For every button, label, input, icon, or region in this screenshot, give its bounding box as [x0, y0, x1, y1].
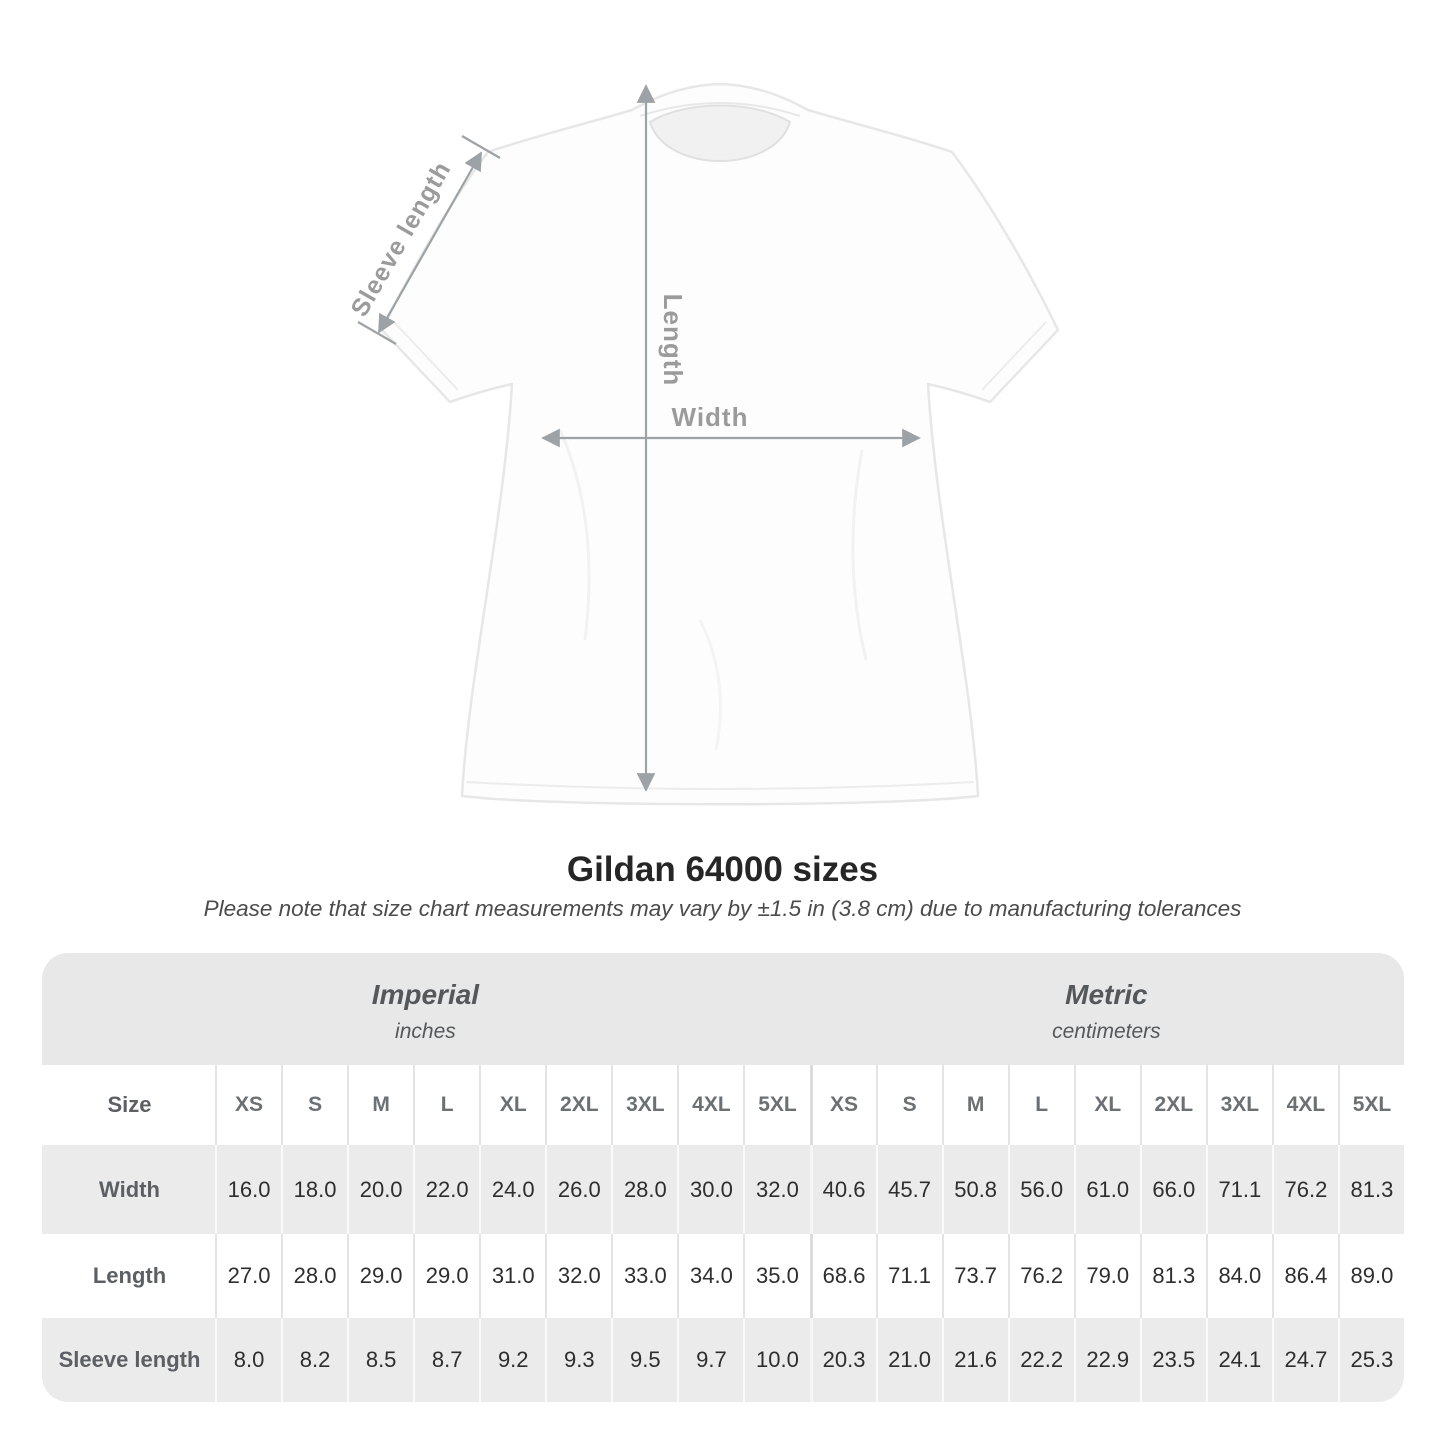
table-cell: 71.1	[1205, 1145, 1272, 1234]
table-cell: 89.0	[1337, 1234, 1404, 1318]
table-cell: 25.3	[1337, 1318, 1404, 1402]
table-cell: 24.1	[1205, 1318, 1272, 1402]
size-col-header-metric: L	[1007, 1065, 1074, 1145]
imperial-title: Imperial	[371, 978, 480, 1010]
tshirt-illustration	[380, 82, 1060, 806]
size-col-header-metric: XL	[1073, 1065, 1140, 1145]
table-cell: 23.5	[1139, 1318, 1206, 1402]
table-cell: 8.2	[281, 1318, 348, 1402]
measurement-row-label: Sleeve length	[42, 1318, 215, 1402]
metric-unit: centimeters	[1052, 1019, 1161, 1043]
table-cell: 86.4	[1271, 1234, 1338, 1318]
table-cell: 9.7	[677, 1318, 744, 1402]
size-col-header-metric: 2XL	[1139, 1065, 1206, 1145]
table-cell: 76.2	[1007, 1234, 1074, 1318]
size-table: Imperial inches Metric centimeters Size X…	[42, 953, 1404, 1402]
table-cell: 27.0	[215, 1234, 282, 1318]
tshirt-measurement-diagram: Sleeve length Length Width	[345, 82, 1060, 806]
size-table-grid: Size XS S M L XL 2XL 3XL 4XL 5XL XS S M L XL 2XL 3XL 4XL 5…	[42, 1065, 1404, 1402]
size-col-header-imperial: L	[413, 1065, 480, 1145]
size-col-header-metric: 4XL	[1271, 1065, 1338, 1145]
size-col-header-imperial: 3XL	[611, 1065, 678, 1145]
table-cell: 32.0	[743, 1145, 810, 1234]
table-cell: 28.0	[611, 1145, 678, 1234]
table-cell: 20.0	[347, 1145, 414, 1234]
size-col-header-metric: XS	[809, 1065, 876, 1145]
table-cell: 33.0	[611, 1234, 678, 1318]
table-cell: 29.0	[413, 1234, 480, 1318]
table-cell: 71.1	[875, 1234, 942, 1318]
table-cell: 50.8	[941, 1145, 1008, 1234]
table-cell: 9.2	[479, 1318, 546, 1402]
table-cell: 24.7	[1271, 1318, 1338, 1402]
table-cell: 29.0	[347, 1234, 414, 1318]
table-cell: 40.6	[809, 1145, 876, 1234]
table-cell: 22.0	[413, 1145, 480, 1234]
unit-header-band: Imperial inches Metric centimeters	[42, 953, 1404, 1065]
size-col-header-imperial: XL	[479, 1065, 546, 1145]
measurement-row-label: Width	[42, 1145, 215, 1234]
table-cell: 9.5	[611, 1318, 678, 1402]
table-cell: 21.6	[941, 1318, 1008, 1402]
table-cell: 16.0	[215, 1145, 282, 1234]
table-cell: 31.0	[479, 1234, 546, 1318]
imperial-section-header: Imperial inches	[42, 953, 809, 1065]
table-cell: 18.0	[281, 1145, 348, 1234]
table-cell: 10.0	[743, 1318, 810, 1402]
table-cell: 20.3	[809, 1318, 876, 1402]
size-col-header-imperial: 5XL	[743, 1065, 810, 1145]
size-row-label: Size	[42, 1065, 215, 1145]
metric-title: Metric	[1065, 978, 1148, 1010]
sleeve-length-arrow	[357, 135, 501, 345]
table-cell: 81.3	[1139, 1234, 1206, 1318]
imperial-unit: inches	[395, 1019, 456, 1043]
size-col-header-metric: M	[941, 1065, 1008, 1145]
size-col-header-imperial: M	[347, 1065, 414, 1145]
size-col-header-imperial: S	[281, 1065, 348, 1145]
size-col-header-metric: 5XL	[1337, 1065, 1404, 1145]
table-cell: 56.0	[1007, 1145, 1074, 1234]
table-cell: 68.6	[809, 1234, 876, 1318]
table-cell: 8.0	[215, 1318, 282, 1402]
table-cell: 66.0	[1139, 1145, 1206, 1234]
table-cell: 84.0	[1205, 1234, 1272, 1318]
metric-section-header: Metric centimeters	[809, 953, 1404, 1065]
table-cell: 76.2	[1271, 1145, 1338, 1234]
size-col-header-imperial: XS	[215, 1065, 282, 1145]
table-cell: 22.2	[1007, 1318, 1074, 1402]
page-title: Gildan 64000 sizes	[566, 850, 879, 889]
table-cell: 24.0	[479, 1145, 546, 1234]
table-cell: 8.5	[347, 1318, 414, 1402]
table-cell: 9.3	[545, 1318, 612, 1402]
table-cell: 21.0	[875, 1318, 942, 1402]
table-cell: 73.7	[941, 1234, 1008, 1318]
table-cell: 79.0	[1073, 1234, 1140, 1318]
measurement-row-label: Length	[42, 1234, 215, 1318]
size-col-header-imperial: 2XL	[545, 1065, 612, 1145]
table-cell: 32.0	[545, 1234, 612, 1318]
table-cell: 34.0	[677, 1234, 744, 1318]
length-label: Length	[658, 294, 688, 387]
width-label: Width	[672, 402, 749, 432]
table-cell: 61.0	[1073, 1145, 1140, 1234]
table-cell: 28.0	[281, 1234, 348, 1318]
table-cell: 35.0	[743, 1234, 810, 1318]
table-cell: 81.3	[1337, 1145, 1404, 1234]
table-cell: 22.9	[1073, 1318, 1140, 1402]
size-col-header-imperial: 4XL	[677, 1065, 744, 1145]
table-cell: 45.7	[875, 1145, 942, 1234]
size-col-header-metric: S	[875, 1065, 942, 1145]
size-col-header-metric: 3XL	[1205, 1065, 1272, 1145]
table-cell: 26.0	[545, 1145, 612, 1234]
table-cell: 8.7	[413, 1318, 480, 1402]
table-cell: 30.0	[677, 1145, 744, 1234]
tolerance-note: Please note that size chart measurements…	[203, 896, 1242, 921]
